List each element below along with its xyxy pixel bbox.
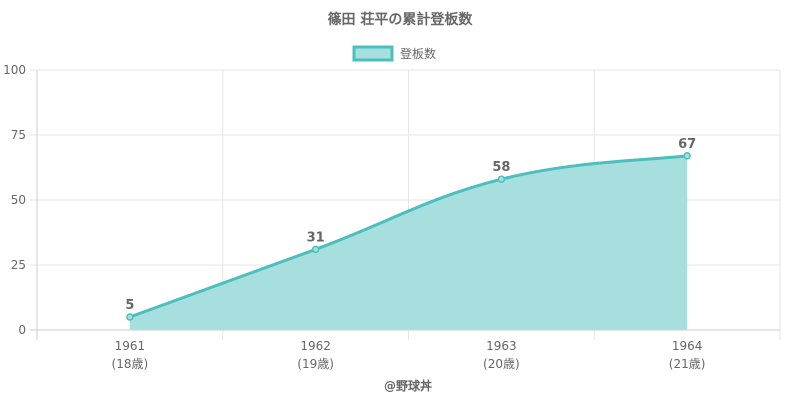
x-tick-sublabel: (19歳)	[297, 357, 334, 371]
chart-title: 篠田 荘平の累計登板数	[328, 11, 474, 28]
series-area	[129, 155, 688, 330]
x-tick-sublabel: (21歳)	[669, 357, 706, 371]
y-tick-label: 100	[3, 63, 26, 77]
x-tick-label: 1962	[300, 339, 331, 353]
x-tick-sublabel: (20歳)	[483, 357, 520, 371]
data-labels: 5 31 58 67	[125, 137, 696, 313]
data-point	[126, 313, 134, 321]
data-label: 58	[492, 160, 510, 175]
x-tick-label: 1961	[115, 339, 146, 353]
legend-swatch	[352, 45, 394, 62]
x-axis-title: @野球丼	[384, 378, 432, 393]
y-tick-label: 50	[11, 193, 26, 207]
y-tick-label: 0	[18, 323, 26, 337]
x-tick-label: 1963	[486, 339, 517, 353]
axes: 0 25 50 75 100 1961 (18歳) 1962 (19歳) 1963 (20歳) 196…	[3, 63, 705, 371]
data-label: 5	[125, 298, 134, 313]
series-layer	[126, 152, 691, 330]
legend-label: 登板数	[400, 46, 436, 61]
data-point	[683, 152, 691, 160]
series-line	[129, 154, 688, 319]
data-point	[497, 175, 506, 183]
x-tick-label: 1964	[672, 339, 703, 353]
data-point	[311, 245, 320, 254]
y-tick-label: 25	[11, 258, 26, 272]
x-tick-sublabel: (18歳)	[112, 357, 149, 371]
data-label: 67	[678, 137, 696, 152]
data-label: 31	[307, 230, 325, 245]
legend[interactable]: 登板数	[352, 45, 436, 62]
y-tick-label: 75	[11, 128, 26, 142]
